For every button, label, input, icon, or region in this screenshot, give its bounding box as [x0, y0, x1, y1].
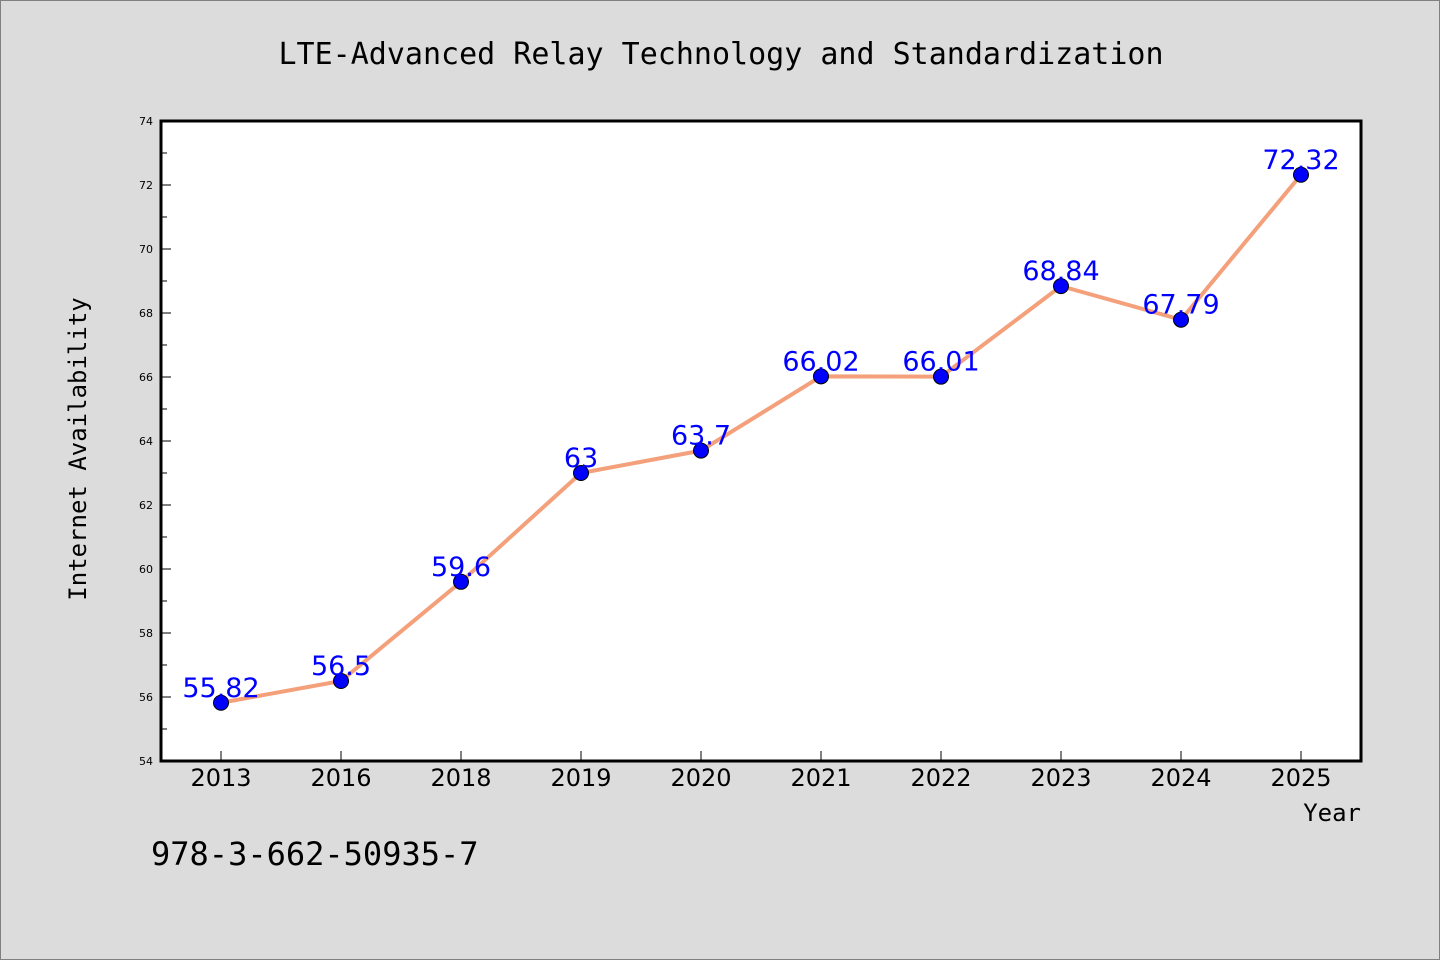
x-tick-label: 2025 — [1270, 764, 1331, 792]
data-point-marker — [453, 573, 469, 590]
data-label: 67.79 — [1142, 290, 1219, 321]
y-axis-label: Internet Availability — [64, 297, 92, 600]
x-tick-label: 2021 — [790, 764, 851, 792]
y-tick-label: 72 — [139, 179, 153, 192]
x-tick-label: 2022 — [910, 764, 971, 792]
series-line — [219, 172, 1303, 705]
data-label: 55.82 — [182, 673, 259, 704]
data-label: 66.01 — [902, 347, 979, 378]
plot-frame — [159, 119, 1363, 763]
y-tick-label: 62 — [139, 499, 153, 512]
data-point-marker — [1173, 311, 1189, 328]
y-tick-label: 58 — [139, 627, 153, 640]
y-tick-label: 60 — [139, 563, 153, 576]
data-label: 63 — [564, 443, 598, 474]
x-tick-label: 2019 — [550, 764, 611, 792]
y-tick-label: 68 — [139, 307, 153, 320]
y-tick-label: 64 — [139, 435, 153, 448]
data-label: 66.02 — [782, 346, 859, 377]
y-axis: 54 56 58 60 62 64 66 68 70 72 74 — [139, 115, 171, 768]
data-point-marker — [933, 368, 949, 385]
data-point-marker — [693, 442, 709, 459]
y-tick-label: 54 — [139, 755, 153, 768]
y-tick-label: 66 — [139, 371, 153, 384]
plot-area — [161, 121, 1361, 761]
data-label: 59.6 — [431, 552, 491, 583]
x-tick-label: 2020 — [670, 764, 731, 792]
data-label-layer: 55.82 56.5 59.6 63 63.7 66.02 66.01 68.84 67.79 7… — [182, 145, 1339, 704]
x-axis: 2013 2016 2018 2019 2020 2021 2022 2023 2024 2025 — [190, 751, 1332, 792]
y-tick-label: 56 — [139, 691, 153, 704]
data-label: 68.84 — [1022, 256, 1099, 287]
data-label: 56.5 — [311, 651, 371, 682]
data-label: 63.7 — [671, 421, 731, 452]
y-tick-label: 74 — [139, 115, 153, 128]
x-tick-label: 2016 — [310, 764, 371, 792]
chart-title: LTE-Advanced Relay Technology and Standa… — [278, 37, 1163, 72]
data-point-marker — [573, 465, 589, 481]
footnote-isbn: 978-3-662-50935-7 — [151, 835, 479, 873]
x-tick-label: 2018 — [430, 764, 491, 792]
data-point-marker — [333, 673, 349, 689]
data-point-marker — [213, 694, 229, 711]
data-label: 72.32 — [1262, 145, 1339, 176]
data-point-marker — [1053, 278, 1069, 295]
series-layer — [213, 166, 1309, 711]
x-tick-label: 2023 — [1030, 764, 1091, 792]
x-tick-label: 2024 — [1150, 764, 1211, 792]
x-tick-label: 2013 — [190, 764, 251, 792]
data-point-marker — [1293, 166, 1309, 183]
data-point-marker — [813, 368, 829, 385]
y-tick-label: 70 — [139, 243, 153, 256]
x-axis-label: Year — [1303, 799, 1361, 827]
